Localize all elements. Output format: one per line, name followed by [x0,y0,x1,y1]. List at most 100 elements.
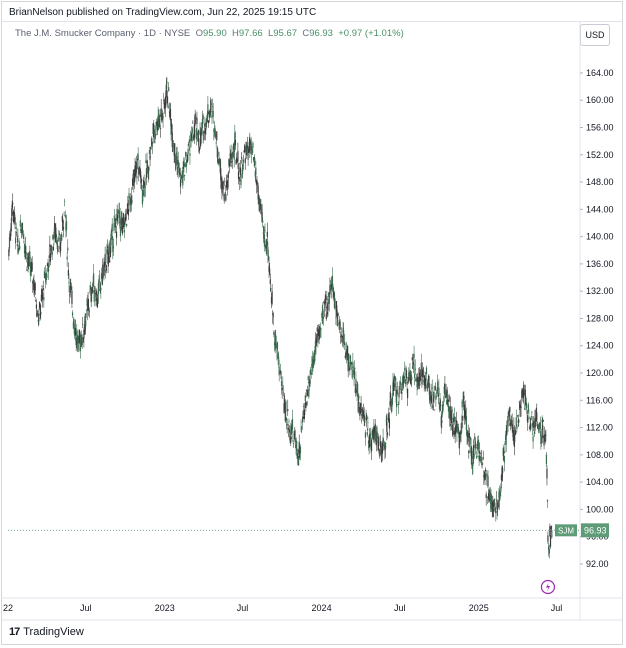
candle-body [14,216,16,225]
candle-body [97,283,99,295]
candle-body [411,376,413,381]
candle-body [492,505,495,518]
candle-body [225,181,228,188]
candle-body [98,281,100,291]
candle-body [197,130,199,142]
candle-body [284,398,286,406]
candle-body [375,439,377,446]
candle-body [196,133,199,135]
candle-body [527,404,529,411]
candle-body [551,530,553,538]
candle-body [94,286,96,290]
candle-body [325,298,327,299]
candle-body [531,422,534,427]
candle-body [287,428,289,430]
candle-body [18,240,20,242]
candle-body [303,410,305,420]
candle-body [220,168,222,181]
candle-body [37,320,39,322]
y-tick-label: 124.00 [586,341,614,351]
candle-body [17,235,19,237]
candle-body [469,437,472,440]
open-label: O [195,28,203,39]
candle-body [384,442,387,449]
candle-body [251,154,253,155]
y-tick-label: 144.00 [586,204,614,214]
candle-body [438,387,440,394]
candle-body [211,106,214,107]
candle-body [185,151,187,157]
candle-body [33,283,36,294]
candle-body [375,426,377,438]
candle-body [403,376,405,382]
candle-body [57,244,59,252]
candle-body [88,307,90,311]
y-tick-label: 136.00 [586,259,614,269]
candle-body [474,436,476,440]
y-tick-label: 100.00 [586,504,614,514]
candle-body [244,145,246,153]
candle-body [447,404,450,412]
candle-body [457,429,459,431]
candle-body [546,499,549,502]
candle-body [187,148,189,154]
candle-body [145,160,147,163]
candle-body [476,456,478,459]
tradingview-footer[interactable]: 17 TradingView [9,626,84,638]
candle-body [524,408,526,410]
candle-body [143,183,145,197]
candle-body [474,440,477,448]
candle-body [94,293,97,295]
candle-body [44,276,46,278]
candle-body [443,401,445,403]
candle-body [244,158,246,163]
candle-body [310,373,312,374]
candle-body [25,252,27,254]
candle-body [82,338,84,340]
candle-body [299,448,301,454]
candle-body [344,355,346,359]
candle-body [25,245,27,252]
candle-body [189,139,192,141]
candle-body [331,276,334,287]
candle-body [79,340,81,352]
candle-body [83,329,85,339]
candle-body [276,342,279,350]
candle-body [270,288,272,290]
candle-body [456,430,458,434]
candle-body [489,492,491,497]
candle-body [104,254,106,261]
candle-body [161,117,163,118]
candle-body [269,279,271,285]
candle-body [550,526,552,530]
candle-body [21,222,23,233]
candle-body [319,327,321,337]
y-tick-label: 92.00 [586,559,609,569]
candle-body [487,476,489,487]
candle-body [51,246,53,250]
candle-body [181,170,183,176]
candle-body [216,131,218,141]
candle-body [102,267,104,277]
candle-body [146,160,148,174]
candle-body [360,403,362,413]
candle-body [318,333,320,336]
candle-body [337,317,339,319]
candle-body [533,432,535,434]
candle-body [433,391,435,399]
candle-body [93,290,95,302]
candle-body [168,87,170,92]
candle-body [230,154,232,158]
candle-body [115,231,118,238]
candle-body [151,141,153,146]
candle-body [341,338,343,342]
candle-body [155,134,157,135]
candle-body [161,113,164,120]
candle-body [441,404,444,415]
x-tick-label: 2023 [155,603,175,613]
candle-body [127,203,129,205]
candle-body [465,415,467,431]
candle-body [242,167,244,171]
candle-body [67,247,69,251]
